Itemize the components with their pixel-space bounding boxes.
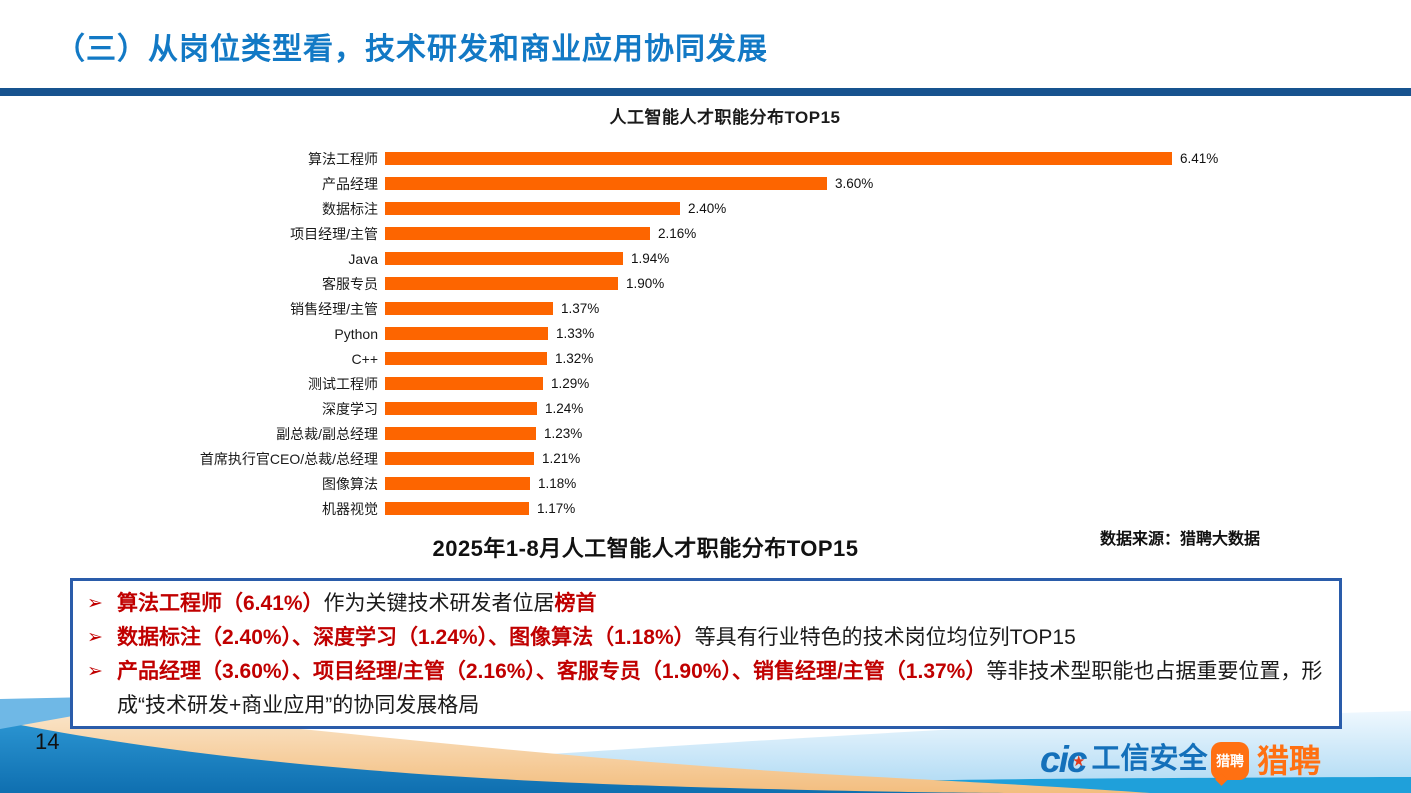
highlight-text: 产品经理（3.60%）、项目经理/主管（2.16%）、客服专员（1.90%）、销…: [117, 660, 987, 683]
bar: [385, 277, 618, 290]
chart-caption-text: 2025年1-8月人工智能人才职能分布TOP15: [432, 536, 859, 561]
value-label: 1.23%: [544, 426, 583, 441]
page-title: （三）从岗位类型看，技术研发和商业应用协同发展: [55, 33, 768, 66]
chart-caption: 2025年1-8月人工智能人才职能分布TOP15: [140, 531, 1411, 563]
chart-plot-area: 算法工程师 6.41% 产品经理 3.60% 数据标注 2.40% 项目经理/主管 2.16%…: [168, 146, 1282, 521]
category-label: 算法工程师: [308, 150, 378, 167]
bar: [385, 177, 827, 190]
value-label: 1.94%: [631, 251, 670, 266]
note-line: ➢ 产品经理（3.60%）、项目经理/主管（2.16%）、客服专员（1.90%）、…: [87, 655, 1323, 723]
title-divider: [0, 88, 1411, 96]
value-label: 2.40%: [688, 201, 727, 216]
liepin-logo: 猎聘 猎聘: [1211, 742, 1321, 780]
chart-row: 首席执行官CEO/总裁/总经理 1.21%: [168, 446, 1282, 471]
summary-notes-box: ➢ 算法工程师（6.41%）作为关键技术研发者位居榜首 ➢ 数据标注（2.40%）、深…: [70, 578, 1342, 729]
bar: [385, 302, 553, 315]
value-label: 6.41%: [1180, 151, 1219, 166]
note-line: ➢ 算法工程师（6.41%）作为关键技术研发者位居榜首: [87, 587, 1323, 621]
category-label: 项目经理/主管: [290, 225, 378, 242]
chart-row: 深度学习 1.24%: [168, 396, 1282, 421]
footer-wave-graphic: [0, 695, 1411, 793]
category-label: 首席执行官CEO/总裁/总经理: [199, 450, 378, 467]
bar-chart: 人工智能人才职能分布TOP15 算法工程师 6.41% 产品经理 3.60% 数据标注 2…: [168, 103, 1282, 521]
value-label: 2.16%: [658, 226, 697, 241]
bar: [385, 327, 548, 340]
note-text: 产品经理（3.60%）、项目经理/主管（2.16%）、客服专员（1.90%）、销…: [117, 655, 1323, 723]
highlight-text: 榜首: [554, 592, 597, 615]
bar: [385, 402, 537, 415]
category-label: 销售经理/主管: [290, 300, 378, 317]
chart-row: 机器视觉 1.17%: [168, 496, 1282, 521]
cic-logo-mark: cic ★: [1040, 739, 1087, 780]
chart-row: 产品经理 3.60%: [168, 171, 1282, 196]
note-text: 算法工程师（6.41%）作为关键技术研发者位居榜首: [117, 587, 1323, 621]
cic-logo-text: 工信安全: [1091, 743, 1208, 775]
page-number: 14: [35, 729, 60, 754]
value-label: 1.24%: [545, 401, 584, 416]
bar: [385, 202, 680, 215]
chart-row: 销售经理/主管 1.37%: [168, 296, 1282, 321]
value-label: 1.29%: [551, 376, 590, 391]
value-label: 1.37%: [561, 301, 600, 316]
bar: [385, 377, 543, 390]
chart-row: 客服专员 1.90%: [168, 271, 1282, 296]
bar: [385, 252, 623, 265]
data-source-label: 数据来源：猎聘大数据: [1100, 531, 1261, 548]
category-label: C++: [351, 350, 378, 367]
chart-row: 数据标注 2.40%: [168, 196, 1282, 221]
chart-row: 项目经理/主管 2.16%: [168, 221, 1282, 246]
bullet-arrow-icon: ➢: [87, 627, 103, 648]
category-label: 客服专员: [322, 275, 378, 292]
value-label: 3.60%: [835, 176, 874, 191]
note-text: 数据标注（2.40%）、深度学习（1.24%）、图像算法（1.18%）等具有行业…: [117, 621, 1323, 655]
value-label: 1.32%: [555, 351, 594, 366]
cic-star-icon: ★: [1071, 753, 1086, 770]
body-text: 作为关键技术研发者位居: [323, 592, 555, 615]
value-label: 1.90%: [626, 276, 665, 291]
category-label: 副总裁/副总经理: [276, 425, 378, 442]
bar: [385, 452, 534, 465]
category-label: 数据标注: [322, 200, 378, 217]
value-label: 1.17%: [537, 501, 576, 516]
bar: [385, 427, 536, 440]
category-label: 机器视觉: [322, 500, 378, 517]
category-label: 测试工程师: [308, 375, 378, 392]
chart-row: C++ 1.32%: [168, 346, 1282, 371]
bar: [385, 227, 650, 240]
bar: [385, 477, 530, 490]
chart-row: 副总裁/副总经理 1.23%: [168, 421, 1282, 446]
bar: [385, 352, 547, 365]
category-label: 深度学习: [322, 400, 378, 417]
chart-title: 人工智能人才职能分布TOP15: [609, 108, 841, 127]
body-text: 等非技术型职能也占据重要位置，形成“技术研发+商业应用”的协同发展格局: [117, 660, 1323, 717]
footer: 14 cic ★ 工信安全 猎聘 猎聘: [0, 695, 1411, 793]
category-label: Python: [334, 325, 378, 342]
note-line: ➢ 数据标注（2.40%）、深度学习（1.24%）、图像算法（1.18%）等具有行…: [87, 621, 1323, 655]
bullet-arrow-icon: ➢: [87, 593, 103, 614]
value-label: 1.33%: [556, 326, 595, 341]
category-label: 图像算法: [322, 475, 378, 492]
body-text: 等具有行业特色的技术岗位均位列TOP15: [694, 626, 1076, 649]
liepin-logo-text: 猎聘: [1257, 743, 1322, 779]
value-label: 1.21%: [542, 451, 581, 466]
category-label: 产品经理: [322, 175, 378, 192]
highlight-text: 算法工程师（6.41%）: [117, 592, 324, 615]
value-label: 1.18%: [538, 476, 577, 491]
chart-row: Python 1.33%: [168, 321, 1282, 346]
chart-row: 算法工程师 6.41%: [168, 146, 1282, 171]
bar: [385, 152, 1172, 165]
bullet-arrow-icon: ➢: [87, 661, 103, 682]
highlight-text: 数据标注（2.40%）、深度学习（1.24%）、图像算法（1.18%）: [117, 626, 695, 649]
chart-row: Java 1.94%: [168, 246, 1282, 271]
category-label: Java: [348, 250, 378, 267]
liepin-badge-icon: 猎聘: [1211, 742, 1249, 780]
chart-row: 图像算法 1.18%: [168, 471, 1282, 496]
bar: [385, 502, 529, 515]
cic-gongxin-anquan-logo: cic ★ 工信安全: [1040, 741, 1207, 778]
chart-row: 测试工程师 1.29%: [168, 371, 1282, 396]
